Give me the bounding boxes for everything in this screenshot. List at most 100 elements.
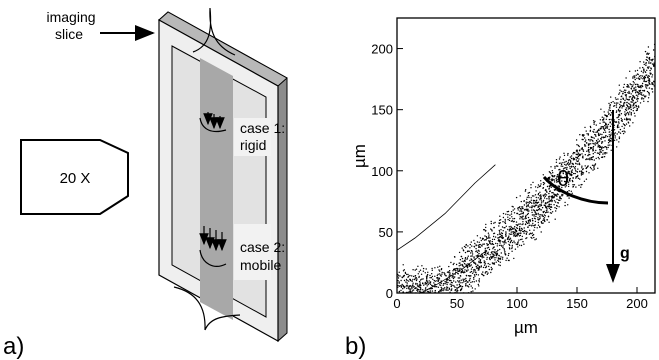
scatter-point: [511, 247, 513, 250]
scatter-point: [505, 213, 507, 215]
scatter-point: [649, 69, 651, 72]
scatter-point: [622, 123, 625, 125]
scatter-point: [503, 249, 506, 251]
scatter-point: [652, 82, 654, 84]
scatter-point: [454, 286, 456, 288]
scatter-point: [459, 267, 461, 270]
scatter-point: [570, 160, 572, 163]
scatter-point: [452, 275, 454, 277]
scatter-point: [601, 133, 603, 136]
scatter-point: [533, 236, 535, 239]
scatter-point: [498, 238, 500, 241]
scatter-point: [547, 211, 549, 213]
scatter-point: [579, 134, 581, 136]
scatter-point: [449, 291, 451, 293]
scatter-point: [587, 144, 590, 146]
scatter-point: [511, 233, 513, 235]
scatter-point: [651, 76, 653, 78]
scatter-point: [481, 237, 484, 240]
scatter-point: [561, 186, 563, 189]
scatter-point: [444, 289, 446, 291]
scatter-point: [465, 283, 467, 285]
scatter-point: [577, 163, 579, 165]
scatter-point: [474, 262, 477, 264]
scatter-point: [609, 114, 612, 116]
scatter-point: [508, 235, 510, 237]
scatter-point: [622, 93, 624, 95]
scatter-point: [643, 61, 645, 63]
scatter-point: [488, 265, 490, 268]
scatter-point: [593, 137, 595, 139]
scatter-point: [520, 209, 522, 211]
scatter-point: [618, 110, 620, 112]
scatter-point: [644, 80, 646, 83]
scatter-point: [573, 172, 575, 175]
scatter-point: [475, 263, 477, 265]
scatter-point: [623, 104, 625, 106]
scatter-point: [564, 176, 566, 178]
scatter-point: [470, 255, 472, 257]
scatter-point: [589, 166, 592, 169]
scatter-point: [455, 281, 457, 283]
scatter-point: [632, 105, 634, 107]
scatter-point: [554, 207, 556, 209]
scatter-point: [406, 287, 408, 290]
scatter-point: [552, 196, 554, 198]
scatter-point: [516, 233, 518, 235]
scatter-point: [648, 61, 650, 63]
scatter-point: [478, 260, 480, 263]
scatter-point: [529, 206, 531, 208]
scatter-point: [573, 184, 576, 186]
scatter-point: [476, 251, 479, 254]
scatter-point: [567, 154, 569, 156]
scatter-point: [468, 264, 471, 266]
scatter-point: [485, 223, 487, 226]
scatter-point: [616, 126, 619, 129]
scatter-point: [597, 141, 599, 144]
scatter-point: [470, 285, 472, 287]
scatter-point: [619, 132, 622, 134]
scatter-point: [610, 118, 612, 121]
scatter-point: [487, 244, 489, 246]
scatter-point: [575, 150, 578, 152]
scatter-point: [590, 168, 593, 170]
scatter-point: [609, 140, 611, 143]
scatter-point: [539, 195, 541, 197]
scatter-point: [436, 274, 438, 277]
scatter-point: [430, 288, 432, 290]
scatter-point: [606, 125, 609, 127]
scatter-point: [487, 253, 489, 255]
scatter-point: [622, 91, 624, 93]
scatter-point: [445, 289, 448, 291]
scatter-point: [398, 281, 400, 283]
scatter-point: [475, 265, 477, 267]
scatter-point: [551, 170, 553, 172]
scatter-point: [539, 226, 541, 228]
scatter-point: [630, 112, 632, 114]
scatter-point: [474, 275, 476, 277]
scatter-point: [634, 77, 636, 79]
scatter-point: [639, 93, 641, 95]
case1-label-line2: rigid: [240, 137, 266, 153]
scatter-point: [498, 240, 500, 242]
scatter-point: [426, 277, 428, 279]
scatter-point: [555, 159, 558, 161]
scatter-point: [629, 111, 631, 113]
scatter-point: [645, 59, 647, 61]
scatter-point: [589, 148, 592, 150]
scatter-point: [433, 279, 435, 282]
scatter-point: [537, 194, 539, 196]
scatter-point: [576, 160, 578, 162]
scatter-point: [537, 218, 539, 221]
scatter-point: [467, 255, 469, 257]
scatter-point: [505, 233, 507, 236]
scatter-point: [526, 237, 528, 239]
scatter-point: [439, 289, 441, 291]
scatter-point: [498, 264, 500, 266]
scatter-point: [404, 286, 406, 288]
scatter-point: [473, 261, 475, 263]
scatter-point: [609, 125, 612, 128]
scatter-point: [600, 138, 602, 140]
scatter-point: [418, 271, 420, 273]
scatter-point: [518, 227, 521, 230]
